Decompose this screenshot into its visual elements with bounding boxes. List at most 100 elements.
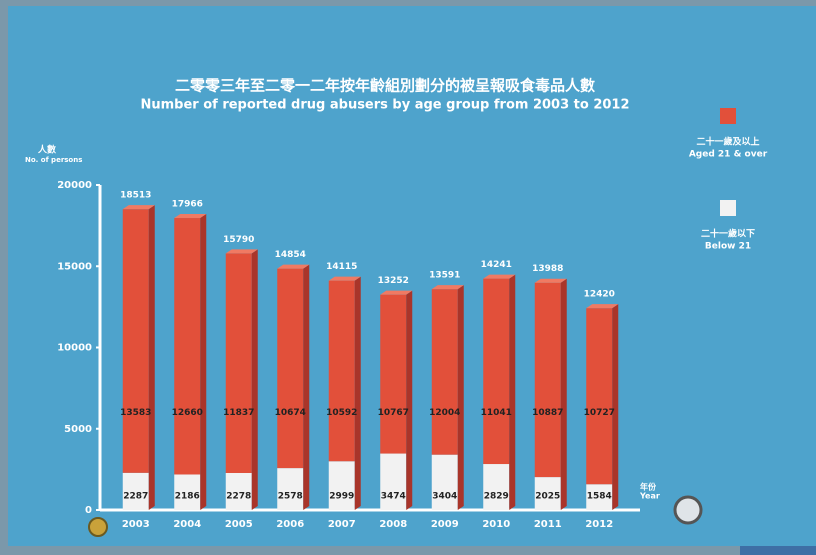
bar-total — [122, 209, 149, 473]
bar-top — [380, 290, 413, 295]
over-21-label: 11837 — [223, 408, 254, 418]
bar-top — [534, 278, 567, 283]
below-21-label: 2829 — [484, 492, 509, 502]
bar-top — [277, 264, 310, 269]
bar-top — [328, 276, 361, 281]
total-label: 14241 — [481, 260, 512, 270]
bar-side — [148, 205, 155, 510]
over-21-label: 13583 — [120, 408, 151, 418]
below-21-label: 2287 — [123, 492, 148, 502]
x-tick-label: 2007 — [328, 519, 356, 530]
bar-side — [251, 249, 258, 510]
bar-below-21 — [225, 472, 252, 510]
x-tick-label: 2006 — [276, 519, 304, 530]
total-label: 18513 — [120, 191, 151, 201]
below-21-label: 1584 — [587, 492, 612, 502]
below-21-label: 3474 — [381, 492, 406, 502]
bar-total — [174, 218, 201, 475]
y-tick-label: 15000 — [57, 261, 92, 272]
x-tick-label: 2012 — [585, 519, 613, 530]
x-tick-label: 2005 — [225, 519, 253, 530]
below-21-label: 2999 — [329, 492, 354, 502]
bar-side — [354, 276, 361, 510]
over-21-label: 10767 — [378, 408, 409, 418]
total-label: 13988 — [532, 264, 563, 274]
bar-total — [586, 308, 613, 485]
y-tick-label: 5000 — [64, 424, 92, 435]
chart-title: 二零零三年至二零一二年按年齡組別劃分的被呈報吸食毒品人數 — [175, 77, 595, 95]
over-21-label: 10727 — [584, 408, 615, 418]
over-21-label: 10887 — [532, 408, 563, 418]
bar-total — [328, 280, 355, 462]
x-axis-label: 年份 — [640, 482, 657, 492]
below-21-label: 2025 — [535, 492, 560, 502]
over-21-label: 12004 — [429, 408, 460, 418]
x-tick-label: 2010 — [482, 519, 510, 530]
legend-label: 二十一歲及以上 — [696, 136, 759, 148]
over-21-label: 10674 — [275, 408, 306, 418]
bar-top — [431, 285, 464, 290]
total-label: 14854 — [275, 250, 306, 260]
bar-below-21 — [380, 453, 407, 510]
legend-label-en: Aged 21 & over — [689, 150, 768, 160]
bar-total — [483, 278, 510, 465]
total-label: 13591 — [429, 271, 460, 281]
bar-side — [509, 274, 516, 510]
legend-label-en: Below 21 — [705, 242, 751, 252]
over-21-label: 12660 — [172, 408, 203, 418]
bar-below-21 — [277, 468, 304, 510]
total-label: 15790 — [223, 235, 254, 245]
bar-below-21 — [483, 464, 510, 510]
bar-side — [457, 285, 464, 510]
total-label: 12420 — [584, 290, 615, 300]
legend-label: 二十一歲以下 — [701, 228, 755, 240]
bar-side — [303, 264, 310, 510]
bar-below-21 — [431, 454, 458, 510]
y-tick-label: 20000 — [57, 180, 92, 191]
y-tick-label: 10000 — [57, 343, 92, 354]
over-21-label: 11041 — [481, 408, 512, 418]
legend-swatch — [720, 108, 736, 124]
below-21-label: 2578 — [278, 492, 303, 502]
bar-side — [200, 214, 207, 511]
bar-side — [560, 278, 567, 510]
total-label: 13252 — [378, 276, 409, 286]
bar-total — [431, 289, 458, 455]
over-21-label: 10592 — [326, 408, 357, 418]
x-tick-label: 2004 — [173, 519, 201, 530]
bar-side — [406, 290, 413, 510]
screw — [88, 517, 108, 537]
x-tick-label: 2003 — [122, 519, 150, 530]
total-label: 17966 — [172, 200, 203, 210]
x-axis-label-en: Year — [639, 492, 660, 501]
below-21-label: 2186 — [175, 492, 200, 502]
bar-side — [612, 304, 619, 510]
bar-below-21 — [174, 474, 201, 510]
bar-below-21 — [328, 461, 355, 510]
bar-below-21 — [534, 477, 561, 510]
y-axis-label-en: No. of persons — [25, 156, 82, 164]
bar-top — [225, 249, 258, 254]
bar-top — [483, 274, 516, 279]
bar-top — [586, 304, 619, 309]
total-label: 14115 — [326, 262, 357, 272]
chart-subtitle: Number of reported drug abusers by age g… — [140, 98, 629, 113]
bar-total — [534, 282, 561, 478]
bar-total — [225, 253, 252, 473]
x-tick-label: 2009 — [431, 519, 459, 530]
bar-top — [122, 205, 155, 210]
screw — [673, 495, 703, 525]
bar-total — [277, 268, 304, 469]
bar-below-21 — [586, 484, 613, 510]
bar-top — [174, 214, 207, 219]
bar-total — [380, 294, 407, 454]
bar-below-21 — [122, 472, 149, 510]
below-21-label: 2278 — [226, 492, 251, 502]
x-tick-label: 2011 — [534, 519, 562, 530]
legend-swatch — [720, 200, 736, 216]
below-21-label: 3404 — [432, 492, 457, 502]
y-tick-label: 0 — [85, 505, 92, 516]
y-axis-label: 人數 — [37, 144, 57, 156]
x-tick-label: 2008 — [379, 519, 407, 530]
